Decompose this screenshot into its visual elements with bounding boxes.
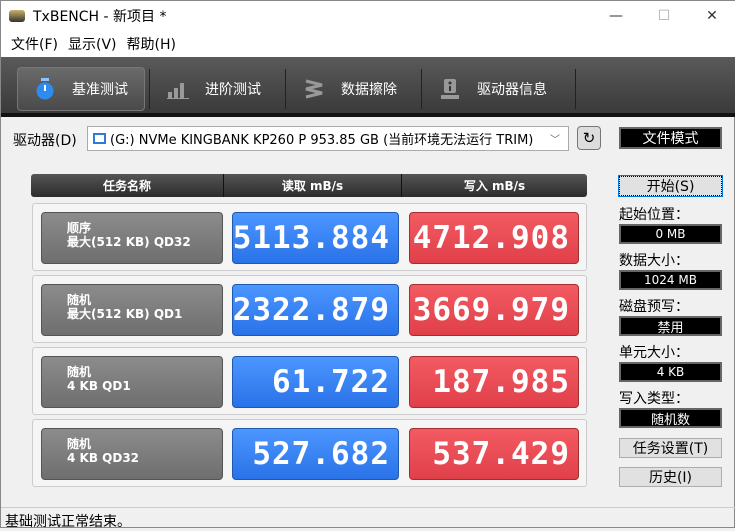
minimize-button[interactable]: — xyxy=(609,8,623,24)
task-type: 顺序 xyxy=(67,221,92,235)
task-detail: 4 KB QD1 xyxy=(67,379,131,393)
task-type: 随机 xyxy=(67,437,92,451)
read-value: 61.722 xyxy=(232,356,399,408)
unit-size-label: 单元大小： xyxy=(619,345,689,361)
task-detail: 4 KB QD32 xyxy=(67,451,140,465)
bar-chart-icon xyxy=(167,83,189,99)
title-bar: TxBENCH - 新项目 * — ☐ ✕ xyxy=(1,1,735,31)
tab-advanced[interactable]: 进阶测试 xyxy=(151,67,283,111)
menu-bar: 文件(F) 显示(V) 帮助(H) xyxy=(1,31,735,57)
task-name-button[interactable]: 随机 4 KB QD1 xyxy=(41,356,223,408)
menu-file[interactable]: 文件(F) xyxy=(11,37,58,53)
table-row: 随机 4 KB QD1 61.722 187.985 xyxy=(32,347,587,415)
unit-size-field[interactable]: 4 KB xyxy=(619,362,722,382)
header-read: 读取 mB/s xyxy=(224,174,402,197)
history-button[interactable]: 历史(I) xyxy=(619,467,722,487)
status-bar: 基础测试正常结束。 xyxy=(1,507,735,530)
drive-selected-value: (G:) NVMe KINGBANK KP260 P 953.85 GB (当前… xyxy=(110,133,534,148)
eraser-icon xyxy=(305,79,323,99)
write-value: 537.429 xyxy=(409,428,579,480)
table-row: 顺序 最大(512 KB) QD32 5113.884 4712.908 xyxy=(32,203,587,271)
task-settings-button[interactable]: 任务设置(T) xyxy=(619,438,722,458)
task-detail: 最大(512 KB) QD32 xyxy=(67,235,191,249)
app-icon xyxy=(9,10,25,22)
tab-drive-info[interactable]: 驱动器信息 xyxy=(423,67,573,111)
menu-help[interactable]: 帮助(H) xyxy=(126,37,176,53)
data-size-field[interactable]: 1024 MB xyxy=(619,270,722,290)
task-type: 随机 xyxy=(67,365,92,379)
tab-benchmark[interactable]: 基准测试 xyxy=(17,67,145,111)
tab-label: 数据擦除 xyxy=(341,82,397,98)
prewrite-label: 磁盘预写： xyxy=(619,299,689,315)
task-type: 随机 xyxy=(67,293,92,307)
stopwatch-icon xyxy=(36,78,54,100)
task-name-button[interactable]: 顺序 最大(512 KB) QD32 xyxy=(41,212,223,264)
read-value: 2322.879 xyxy=(232,284,399,336)
write-value: 3669.979 xyxy=(409,284,579,336)
data-size-label: 数据大小： xyxy=(619,253,689,269)
start-position-label: 起始位置： xyxy=(619,207,689,223)
drive-select[interactable]: (G:) NVMe KINGBANK KP260 P 953.85 GB (当前… xyxy=(87,126,569,151)
task-name-button[interactable]: 随机 4 KB QD32 xyxy=(41,428,223,480)
table-row: 随机 4 KB QD32 527.682 537.429 xyxy=(32,419,587,487)
drive-icon xyxy=(93,133,106,144)
task-detail: 最大(512 KB) QD1 xyxy=(67,307,183,321)
chevron-down-icon: ﹀ xyxy=(550,135,560,146)
write-value: 4712.908 xyxy=(409,212,579,264)
tab-label: 进阶测试 xyxy=(205,82,261,98)
read-value: 527.682 xyxy=(232,428,399,480)
header-task-name: 任务名称 xyxy=(31,174,224,197)
refresh-button[interactable]: ↻ xyxy=(577,126,601,150)
prewrite-field[interactable]: 禁用 xyxy=(619,316,722,336)
write-type-label: 写入类型： xyxy=(619,391,689,407)
start-button[interactable]: 开始(S) xyxy=(618,175,723,197)
start-position-field[interactable]: 0 MB xyxy=(619,224,722,244)
maximize-button[interactable]: ☐ xyxy=(657,8,671,24)
task-name-button[interactable]: 随机 最大(512 KB) QD1 xyxy=(41,284,223,336)
toolbar: 基准测试 进阶测试 数据擦除 驱动器信息 xyxy=(1,57,735,117)
tab-label: 驱动器信息 xyxy=(477,82,547,98)
write-value: 187.985 xyxy=(409,356,579,408)
window-title: TxBENCH - 新项目 * xyxy=(33,9,167,25)
close-button[interactable]: ✕ xyxy=(706,8,718,24)
drive-label: 驱动器(D) xyxy=(13,133,77,149)
drive-info-icon xyxy=(441,79,459,99)
tab-erase[interactable]: 数据擦除 xyxy=(287,67,419,111)
tab-label: 基准测试 xyxy=(72,82,128,98)
menu-view[interactable]: 显示(V) xyxy=(67,37,117,53)
file-mode-button[interactable]: 文件模式 xyxy=(619,127,722,149)
results-table-header: 任务名称 读取 mB/s 写入 mB/s xyxy=(31,174,587,197)
read-value: 5113.884 xyxy=(232,212,399,264)
header-write: 写入 mB/s xyxy=(463,179,526,193)
write-type-field[interactable]: 随机数 xyxy=(619,408,722,428)
refresh-icon: ↻ xyxy=(582,129,596,147)
table-row: 随机 最大(512 KB) QD1 2322.879 3669.979 xyxy=(32,275,587,343)
